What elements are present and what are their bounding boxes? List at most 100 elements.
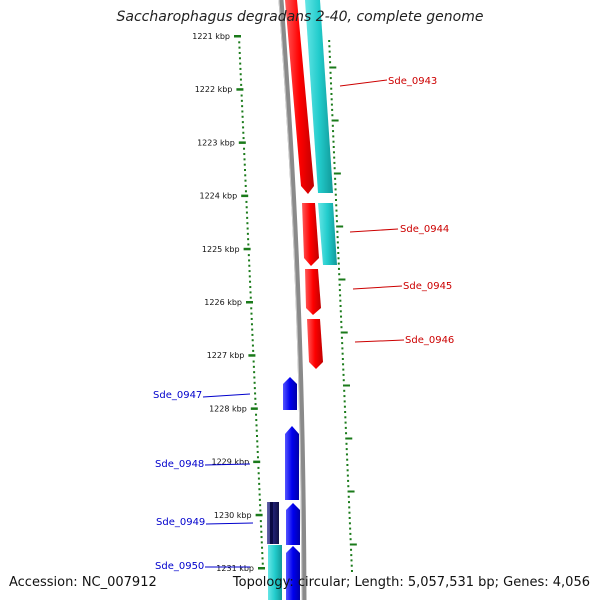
outer-ruler-dot [347,479,350,482]
gene-sde-0945-arrow[interactable] [305,269,321,315]
outer-ruler-dot [334,188,337,191]
ruler-minor-dot [256,435,258,437]
gene-sde-0949-marker-core [270,502,273,544]
cds-band-upper [305,0,333,193]
outer-ruler-dot [338,273,341,276]
label-sde-0947[interactable]: Sde_0947 [153,390,202,401]
gene-sde-0949-arrow[interactable] [286,503,300,545]
ruler-minor-dot [246,222,249,225]
gene-sde-0946-arrow[interactable] [307,319,323,369]
outer-ruler-dot [330,93,333,95]
ruler-minor-dot [247,238,250,241]
ruler-tick-label: 1231 kbp [216,564,254,573]
ruler-major-tick [234,35,241,38]
ruler-minor-dot [261,546,264,549]
ruler-major-tick [236,88,244,91]
outer-ruler-dot [341,342,344,345]
outer-ruler-dot [329,61,332,64]
outer-ruler-dot [343,405,346,408]
outer-ruler-dot [329,77,332,80]
gene-sde-0943-arrow[interactable] [285,0,314,194]
ruler-tick-label: 1228 kbp [209,404,247,413]
callout-sde-0948[interactable]: Sde_0948 [155,459,251,470]
ruler-major-tick [238,141,246,144]
gene-sde-0944-arrow[interactable] [302,203,319,266]
ruler-minor-dot [250,323,253,326]
ruler-minor-dot [258,493,261,496]
ruler-minor-dot [247,243,250,246]
ruler-minor-dot [258,482,261,485]
ruler-minor-dot [240,99,243,102]
ruler-tick-label: 1224 kbp [199,192,237,201]
outer-ruler-dot [339,305,342,307]
outer-ruler-dot [333,161,336,164]
outer-ruler-dot [336,236,339,239]
ruler-minor-dot [245,200,248,203]
outer-ruler-dot [347,495,350,498]
outer-ruler-dot [334,183,337,186]
ruler-minor-dot [251,339,254,342]
outer-ruler-tick [342,384,350,387]
ruler-minor-dot [247,254,250,257]
label-sde-0949[interactable]: Sde_0949 [156,517,205,528]
ruler-minor-dot [248,264,251,267]
ruler-minor-dot [238,51,241,54]
outer-ruler-dot [340,315,343,318]
outer-ruler-tick [329,66,337,69]
ruler-minor-dot [243,163,246,166]
outer-ruler-dot [344,421,347,424]
ruler-minor-dot [244,174,247,177]
ruler-minor-dot [244,190,247,193]
callout-sde-0949[interactable]: Sde_0949 [156,517,254,528]
ruler-minor-dot [253,381,256,384]
outer-ruler-dot [346,474,349,477]
ruler-minor-dot [255,424,258,427]
ruler-minor-dot [257,472,260,475]
label-sde-0948[interactable]: Sde_0948 [155,459,204,470]
label-sde-0946[interactable]: Sde_0946 [405,335,454,346]
outer-ruler-dot [331,114,334,117]
callout-sde-0950[interactable]: Sde_0950 [155,561,250,572]
ruler-minor-dot [240,94,243,97]
outer-ruler-dot [331,124,334,127]
ruler-minor-dot [251,328,254,331]
outer-ruler-dot [335,199,338,201]
ruler-minor-dot [260,525,263,528]
label-sde-0943[interactable]: Sde_0943 [388,76,437,87]
ruler-minor-dot [238,57,241,60]
ruler-major-tick [255,513,263,517]
gene-sde-0947-arrow[interactable] [283,377,297,410]
outer-ruler-dot [345,448,348,451]
label-sde-0945[interactable]: Sde_0945 [403,281,452,292]
label-sde-0944[interactable]: Sde_0944 [400,224,449,235]
ruler-minor-dot [261,557,264,560]
outer-ruler-dot [348,522,351,525]
ruler-major-tick [253,460,261,464]
gene-sde-0948-arrow[interactable] [285,426,299,500]
outer-ruler-dot [337,262,340,265]
ruler-minor-dots [238,40,357,572]
ruler-major-tick [258,567,265,570]
gene-sde-0950-arrow[interactable] [286,546,300,600]
outer-ruler-dot [335,204,338,207]
outer-ruler-dot [332,151,335,154]
outer-ruler-dot [339,294,342,297]
ruler-minor-dot [243,153,246,156]
outer-ruler-tick [331,119,339,122]
callout-sde-0943[interactable]: Sde_0943 [339,76,437,87]
outer-ruler-dot [340,336,343,339]
ruler-minor-dot [253,371,256,374]
callout-sde-0944[interactable]: Sde_0944 [349,224,449,235]
callout-sde-0946[interactable]: Sde_0946 [354,335,454,346]
ruler-major-tick [246,301,253,304]
ruler-minor-dot [249,280,252,283]
label-sde-0950[interactable]: Sde_0950 [155,561,204,572]
outer-ruler-dot [348,517,351,519]
callout-sde-0947[interactable]: Sde_0947 [153,390,251,401]
outer-ruler-dot [344,416,347,419]
outer-ruler-dot [342,379,345,382]
callout-sde-0945[interactable]: Sde_0945 [352,281,452,292]
outer-ruler-dot [349,527,352,530]
ruler-tick-label: 1226 kbp [204,298,242,307]
